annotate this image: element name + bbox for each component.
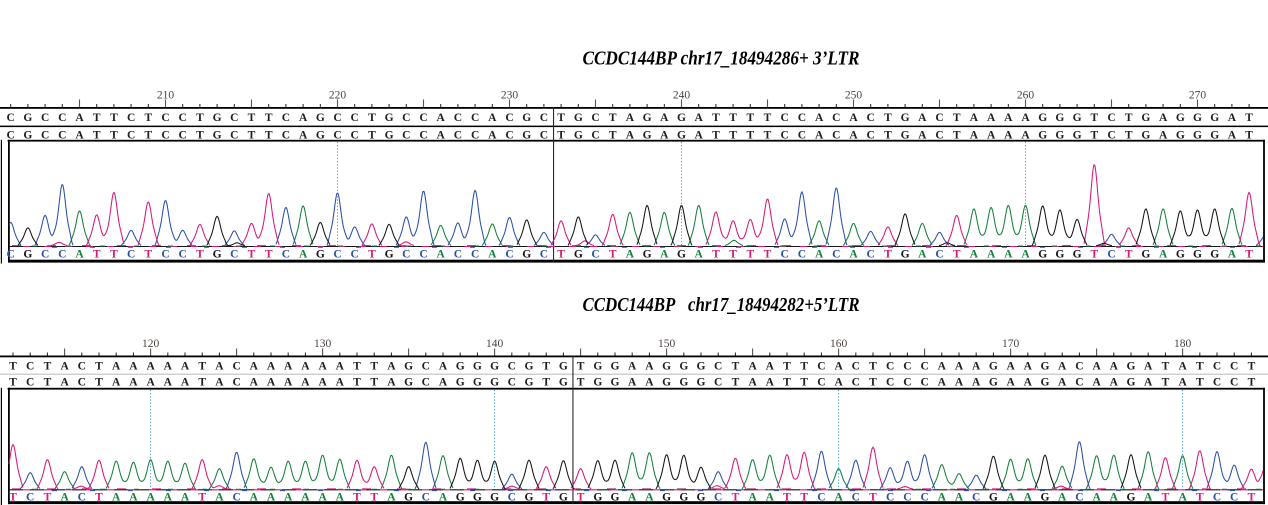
svg-text:TCTACTAAAAATACAAAAAATTAGCAGGGC: TCTACTAAAAATACAAAAAATTAGCAGGGCGTGTGGAAGG… <box>9 361 1255 373</box>
svg-text:120: 120 <box>142 338 160 350</box>
svg-text:210: 210 <box>157 90 175 102</box>
svg-text:230: 230 <box>501 90 519 102</box>
svg-text:220: 220 <box>329 90 347 102</box>
svg-text:240: 240 <box>673 90 691 102</box>
svg-text:260: 260 <box>1017 90 1035 102</box>
svg-text:180: 180 <box>1174 338 1192 350</box>
svg-text:160: 160 <box>830 338 848 350</box>
svg-text:TCTACTAAAAATACAAAAAATTAGCAGGGC: TCTACTAAAAATACAAAAAATTAGCAGGGCGTGTGGAAGG… <box>9 376 1255 388</box>
svg-text:140: 140 <box>486 338 504 350</box>
svg-text:170: 170 <box>1002 338 1020 350</box>
svg-text:CCDC144BP chr17_18494282+5’LT: CCDC144BP chr17_18494282+5’LTR <box>583 294 860 316</box>
svg-text:CCDC144BP chr17_18494286+ 3’LT: CCDC144BP chr17_18494286+ 3’LTR <box>583 48 860 70</box>
svg-text:130: 130 <box>314 338 332 350</box>
svg-text:270: 270 <box>1189 90 1207 102</box>
svg-text:CGCCATTCTCCTGCTTCAGCCTGCCACCAC: CGCCATTCTCCTGCTTCAGCCTGCCACCACGCTGCTAGAG… <box>7 112 1254 124</box>
svg-text:CGCCATTCTCCTGCTTCAGCCTGCCACCAC: CGCCATTCTCCTGCTTCAGCCTGCCACCACGCTGCTAGAG… <box>7 129 1254 141</box>
svg-text:250: 250 <box>845 90 863 102</box>
svg-text:150: 150 <box>658 338 676 350</box>
